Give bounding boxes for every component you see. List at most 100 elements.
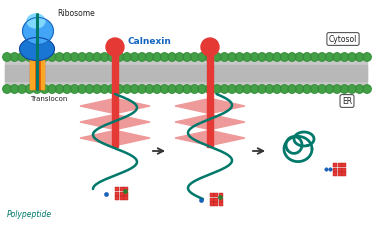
- Bar: [5, 58, 367, 90]
- Circle shape: [205, 85, 214, 94]
- Circle shape: [280, 54, 289, 62]
- Circle shape: [108, 85, 116, 94]
- Circle shape: [10, 54, 19, 62]
- Circle shape: [115, 85, 124, 94]
- Text: Cytosol: Cytosol: [329, 35, 357, 44]
- Polygon shape: [80, 131, 112, 145]
- Circle shape: [325, 85, 334, 94]
- Polygon shape: [175, 116, 207, 129]
- Circle shape: [303, 85, 311, 94]
- Circle shape: [250, 54, 259, 62]
- Polygon shape: [175, 131, 207, 145]
- Circle shape: [325, 54, 334, 62]
- Circle shape: [145, 54, 154, 62]
- Ellipse shape: [20, 39, 54, 61]
- Circle shape: [40, 85, 49, 94]
- Circle shape: [175, 54, 184, 62]
- Circle shape: [243, 54, 251, 62]
- Circle shape: [33, 85, 41, 94]
- Circle shape: [303, 54, 311, 62]
- Circle shape: [85, 85, 94, 94]
- Circle shape: [93, 85, 101, 94]
- Circle shape: [355, 54, 364, 62]
- Circle shape: [265, 54, 274, 62]
- Circle shape: [63, 54, 71, 62]
- Circle shape: [295, 54, 304, 62]
- Circle shape: [70, 54, 79, 62]
- Circle shape: [106, 39, 124, 57]
- Bar: [5, 66, 367, 82]
- Circle shape: [310, 85, 319, 94]
- Circle shape: [213, 54, 221, 62]
- Circle shape: [363, 54, 371, 62]
- Circle shape: [228, 85, 236, 94]
- Circle shape: [40, 54, 49, 62]
- Circle shape: [168, 85, 176, 94]
- Circle shape: [153, 54, 161, 62]
- Circle shape: [265, 85, 274, 94]
- Circle shape: [333, 85, 341, 94]
- Circle shape: [153, 85, 161, 94]
- Circle shape: [100, 85, 109, 94]
- Circle shape: [93, 54, 101, 62]
- Circle shape: [201, 39, 219, 57]
- Polygon shape: [118, 100, 150, 113]
- Circle shape: [130, 54, 139, 62]
- Circle shape: [63, 85, 71, 94]
- Circle shape: [348, 54, 356, 62]
- Circle shape: [160, 85, 169, 94]
- Circle shape: [3, 54, 11, 62]
- Bar: [30, 58, 44, 90]
- Circle shape: [198, 54, 206, 62]
- Circle shape: [55, 54, 64, 62]
- Circle shape: [70, 85, 79, 94]
- Circle shape: [123, 54, 131, 62]
- Text: Translocon: Translocon: [30, 96, 67, 102]
- Circle shape: [243, 85, 251, 94]
- Circle shape: [78, 54, 86, 62]
- Circle shape: [55, 85, 64, 94]
- Circle shape: [138, 54, 146, 62]
- Polygon shape: [213, 100, 245, 113]
- Bar: [207, 48, 213, 147]
- Circle shape: [48, 54, 56, 62]
- Circle shape: [295, 85, 304, 94]
- Circle shape: [258, 85, 266, 94]
- Polygon shape: [118, 131, 150, 145]
- Circle shape: [160, 54, 169, 62]
- Circle shape: [205, 54, 214, 62]
- Ellipse shape: [23, 19, 53, 45]
- Circle shape: [183, 54, 191, 62]
- Circle shape: [115, 54, 124, 62]
- Circle shape: [18, 54, 26, 62]
- Circle shape: [333, 54, 341, 62]
- Circle shape: [250, 85, 259, 94]
- Circle shape: [280, 85, 289, 94]
- Circle shape: [48, 85, 56, 94]
- Circle shape: [78, 85, 86, 94]
- Polygon shape: [213, 116, 245, 129]
- Circle shape: [183, 85, 191, 94]
- Circle shape: [258, 54, 266, 62]
- Circle shape: [130, 85, 139, 94]
- Text: Calnexin: Calnexin: [128, 37, 172, 46]
- Bar: [112, 48, 118, 147]
- Circle shape: [190, 85, 199, 94]
- Circle shape: [85, 54, 94, 62]
- Circle shape: [168, 54, 176, 62]
- Polygon shape: [118, 116, 150, 129]
- Circle shape: [273, 85, 281, 94]
- Circle shape: [190, 54, 199, 62]
- Circle shape: [273, 54, 281, 62]
- Circle shape: [198, 85, 206, 94]
- Circle shape: [220, 85, 229, 94]
- Bar: [30, 58, 33, 90]
- Circle shape: [138, 85, 146, 94]
- Circle shape: [10, 85, 19, 94]
- Circle shape: [340, 54, 349, 62]
- Circle shape: [235, 85, 244, 94]
- Circle shape: [175, 85, 184, 94]
- Circle shape: [25, 54, 34, 62]
- Circle shape: [108, 54, 116, 62]
- Circle shape: [318, 54, 326, 62]
